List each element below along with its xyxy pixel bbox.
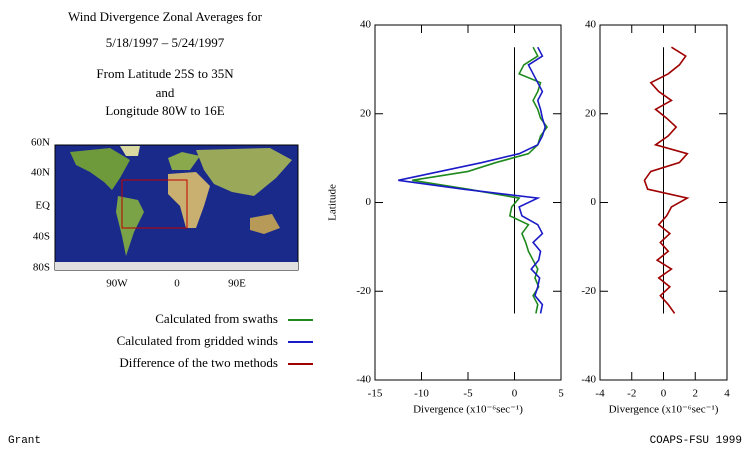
x-tick-label: 0 [512,388,518,400]
x-axis-label: Divergence (x10⁻⁶sec⁻¹) [609,404,719,416]
x-tick-label: 2 [693,388,699,400]
y-tick-label: -20 [356,285,371,297]
y-axis-label: Latitude [327,184,339,221]
x-axis-label: Divergence (x10⁻⁶sec⁻¹) [413,404,523,416]
map-lat-label: EQ [35,200,50,212]
south-america [116,196,144,256]
region-line-1: From Latitude 25S to 35N [96,66,234,81]
north-america [70,148,130,190]
y-tick-label: 0 [591,196,597,208]
asia [196,148,292,196]
credit: COAPS-FSU 1999 [650,435,742,447]
region-line-2: and [156,85,175,100]
author: Grant [8,435,41,447]
map-lat-label: 80S [33,262,50,274]
x-tick-label: -5 [463,388,473,400]
series-line [398,46,547,314]
europe [168,152,200,170]
x-tick-label: 4 [724,388,730,400]
title: Wind Divergence Zonal Averages for [68,9,263,24]
y-tick-label: 40 [585,19,597,31]
x-tick-label: 0 [661,388,667,400]
y-tick-label: 20 [360,107,372,119]
antarctica [55,262,298,270]
x-tick-label: -10 [414,388,429,400]
y-tick-label: 40 [360,19,372,31]
y-tick-label: 20 [585,107,597,119]
map [54,144,299,271]
map-lon-label: 90W [106,278,128,290]
x-tick-label: -4 [595,388,605,400]
region-line-3: Longitude 80W to 16E [105,103,224,118]
region-box [121,179,188,229]
legend-label: Calculated from gridded winds [117,333,278,348]
x-tick-label: -2 [627,388,636,400]
date-range: 5/18/1997 – 5/24/1997 [106,35,225,50]
legend-label: Calculated from swaths [155,311,278,326]
greenland [120,146,140,156]
series-line [412,46,549,314]
x-tick-label: -15 [368,388,383,400]
map-lat-label: 60N [31,137,50,149]
legend-label: Difference of the two methods [119,355,278,370]
series-line [643,46,690,314]
y-tick-label: -40 [581,374,596,386]
map-lat-label: 40S [33,231,50,243]
map-lon-label: 90E [228,278,246,290]
map-lat-label: 40N [31,167,50,179]
y-tick-label: -40 [356,374,371,386]
map-lon-label: 0 [174,278,180,290]
y-tick-label: 0 [366,196,372,208]
africa [168,172,210,228]
y-tick-label: -20 [581,285,596,297]
australia [250,214,280,234]
x-tick-label: 5 [558,388,564,400]
